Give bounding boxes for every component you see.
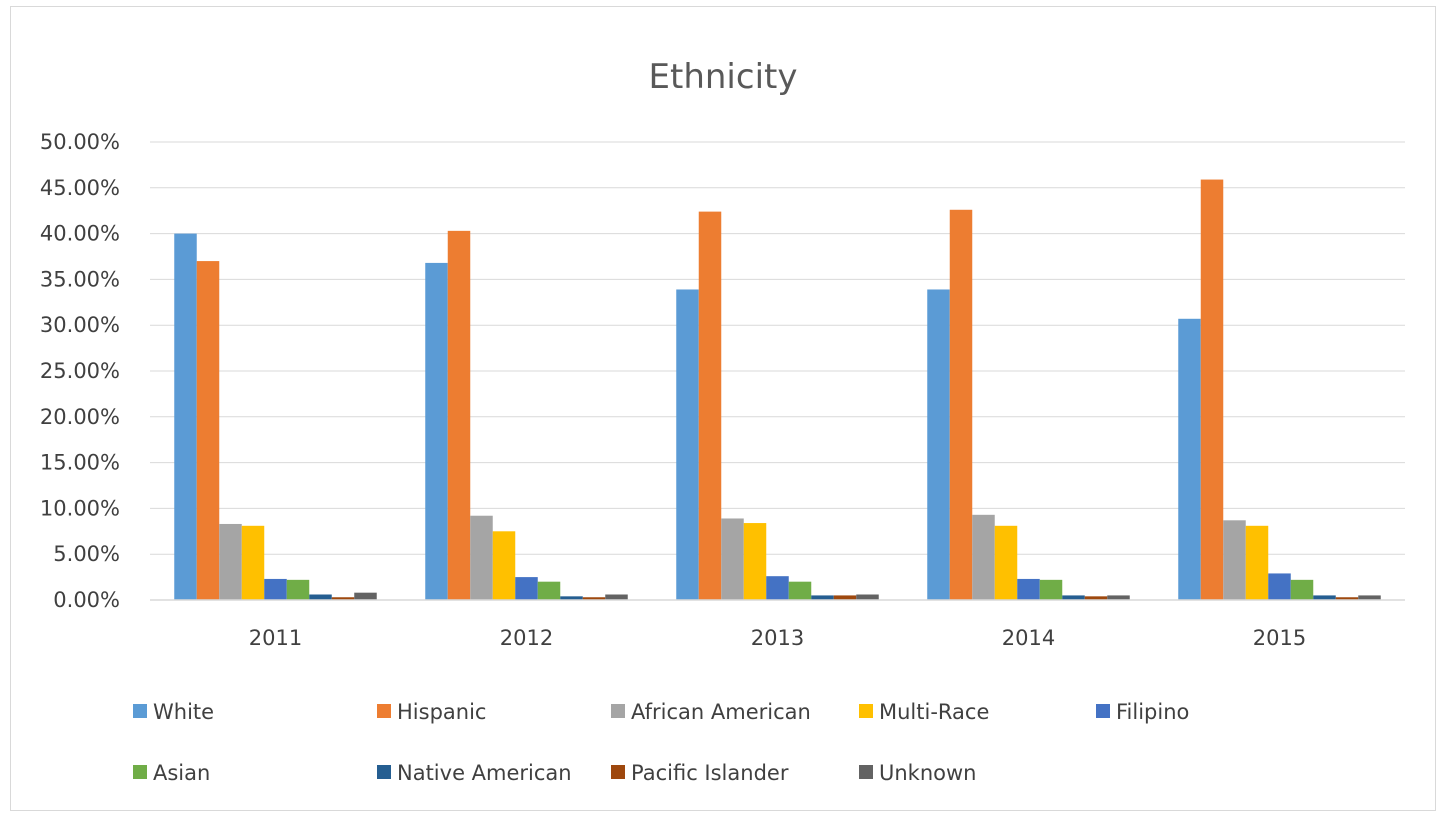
legend-label: Pacific Islander [631, 761, 789, 785]
y-tick-label: 45.00% [40, 176, 120, 200]
bar-native-american-2012 [560, 596, 583, 600]
bar-asian-2015 [1290, 579, 1314, 600]
y-tick-label: 25.00% [40, 359, 120, 383]
y-tick-label: 10.00% [40, 496, 120, 520]
bar-unknown-2012 [605, 594, 628, 600]
bar-unknown-2014 [1107, 595, 1130, 600]
bar-hispanic-2011 [196, 261, 220, 600]
bars [174, 179, 1381, 601]
legend-label: Hispanic [397, 700, 486, 724]
legend-label: Asian [153, 761, 210, 785]
bar-white-2012 [425, 262, 448, 600]
legend-swatch-asian [133, 765, 147, 779]
bar-native-american-2014 [1062, 595, 1085, 600]
bar-multi-race-2014 [994, 525, 1018, 600]
legend-swatch-unknown [859, 765, 873, 779]
y-tick-label: 40.00% [40, 222, 120, 246]
bar-pacific-islander-2015 [1335, 597, 1359, 600]
legend-swatch-african-american [611, 704, 625, 718]
y-tick-label: 35.00% [40, 267, 120, 291]
y-tick-label: 20.00% [40, 405, 120, 429]
bar-hispanic-2014 [949, 209, 973, 600]
legend-label: Multi-Race [879, 700, 989, 724]
legend: White Hispanic African American Multi-Race F… [133, 700, 1189, 785]
bar-white-2013 [676, 289, 699, 600]
y-tick-label: 0.00% [53, 588, 120, 612]
bar-filipino-2013 [766, 576, 789, 600]
bar-african-american-2012 [470, 515, 493, 600]
bar-filipino-2011 [264, 578, 287, 600]
bar-native-american-2011 [309, 594, 332, 600]
legend-swatch-filipino [1096, 704, 1110, 718]
bar-asian-2013 [788, 581, 812, 600]
bar-white-2014 [927, 289, 950, 600]
y-tick-label: 15.00% [40, 451, 120, 475]
bar-native-american-2013 [811, 595, 834, 600]
bar-hispanic-2012 [447, 230, 471, 601]
bar-multi-race-2015 [1245, 525, 1269, 600]
bar-pacific-islander-2014 [1084, 596, 1108, 600]
bar-pacific-islander-2012 [582, 597, 606, 600]
bar-white-2015 [1178, 318, 1201, 600]
x-tick-label: 2015 [1253, 626, 1306, 650]
legend-swatch-native-american [377, 765, 391, 779]
legend-swatch-multi-race [859, 704, 873, 718]
legend-swatch-white [133, 704, 147, 718]
bar-hispanic-2015 [1200, 179, 1224, 600]
bar-asian-2014 [1039, 579, 1063, 600]
legend-label: Unknown [879, 761, 976, 785]
bar-filipino-2014 [1017, 578, 1040, 600]
legend-label: African American [631, 700, 811, 724]
bar-asian-2011 [286, 579, 310, 600]
legend-label: Filipino [1116, 700, 1189, 724]
y-tick-label: 50.00% [40, 130, 120, 154]
bar-pacific-islander-2013 [833, 595, 857, 600]
y-tick-label: 5.00% [53, 542, 120, 566]
bar-native-american-2015 [1313, 595, 1336, 600]
bar-filipino-2015 [1268, 573, 1291, 600]
bar-unknown-2013 [856, 594, 879, 600]
bar-filipino-2012 [515, 577, 538, 600]
bar-multi-race-2012 [492, 531, 516, 600]
bar-pacific-islander-2011 [331, 597, 355, 600]
bar-unknown-2011 [354, 592, 377, 600]
bar-african-american-2011 [219, 523, 242, 600]
y-axis-ticks: 0.00% 5.00% 10.00% 15.00% 20.00% 25.00% 30.00%… [40, 130, 120, 612]
x-axis: 2011 2012 2013 2014 2015 [150, 599, 1405, 650]
bar-multi-race-2011 [241, 525, 265, 600]
bar-hispanic-2013 [698, 211, 722, 600]
bar-multi-race-2013 [743, 523, 767, 600]
x-tick-label: 2014 [1002, 626, 1055, 650]
x-tick-label: 2012 [500, 626, 553, 650]
bar-african-american-2015 [1223, 520, 1246, 600]
bar-white-2011 [174, 233, 197, 600]
legend-label: White [153, 700, 214, 724]
y-tick-label: 30.00% [40, 313, 120, 337]
bar-asian-2012 [537, 581, 561, 600]
legend-label: Native American [397, 761, 572, 785]
chart-title: Ethnicity [649, 57, 798, 97]
bar-african-american-2014 [972, 514, 995, 600]
x-tick-label: 2011 [249, 626, 302, 650]
legend-swatch-hispanic [377, 704, 391, 718]
bar-african-american-2013 [721, 518, 744, 600]
x-tick-label: 2013 [751, 626, 804, 650]
legend-swatch-pacific-islander [611, 765, 625, 779]
bar-unknown-2015 [1358, 595, 1381, 600]
